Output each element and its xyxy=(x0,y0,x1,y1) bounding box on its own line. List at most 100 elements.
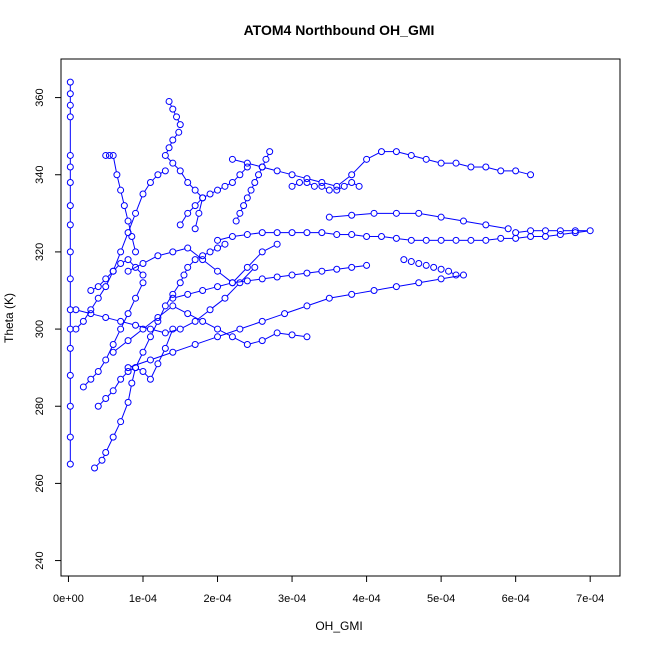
data-point xyxy=(497,167,505,175)
data-point xyxy=(214,283,222,291)
data-point xyxy=(303,302,311,310)
connector-segment xyxy=(113,254,120,269)
data-point xyxy=(273,273,281,281)
data-point xyxy=(228,178,236,186)
data-point xyxy=(139,259,147,267)
data-point xyxy=(117,375,125,383)
connector-segment xyxy=(92,300,97,308)
data-point xyxy=(236,171,244,179)
connector-segment xyxy=(167,157,171,162)
data-point xyxy=(303,229,311,237)
data-point xyxy=(355,182,363,190)
connector-segment xyxy=(106,347,113,358)
connector-segment xyxy=(123,321,133,325)
connector-segment xyxy=(153,329,163,333)
data-point xyxy=(377,148,385,156)
connector-segment xyxy=(205,195,208,197)
data-point xyxy=(243,231,251,239)
connector-segment xyxy=(128,386,132,400)
connector-segment xyxy=(158,308,165,319)
data-point xyxy=(109,267,117,275)
connector-segment xyxy=(332,294,349,299)
connector-segment xyxy=(250,232,260,235)
data-point xyxy=(139,368,147,376)
data-point xyxy=(109,151,117,159)
y-tick-label: 280 xyxy=(34,397,46,415)
data-point xyxy=(333,265,341,273)
data-point xyxy=(214,267,222,275)
connector-segment xyxy=(152,176,157,181)
data-point xyxy=(176,121,184,129)
data-point xyxy=(124,398,132,406)
connector-segment xyxy=(100,400,104,405)
connector-segment xyxy=(339,187,342,190)
data-point xyxy=(586,227,594,235)
data-point xyxy=(556,227,564,235)
data-point xyxy=(87,306,95,314)
data-point xyxy=(154,314,162,321)
connector-segment xyxy=(444,217,461,221)
data-point xyxy=(79,317,87,325)
data-point xyxy=(318,267,326,275)
data-point xyxy=(91,464,99,472)
connector-segment xyxy=(173,111,176,115)
data-series xyxy=(124,240,281,287)
connector-segment xyxy=(563,232,573,235)
connector-segment xyxy=(414,155,424,159)
connector-segment xyxy=(151,324,157,335)
data-point xyxy=(94,368,102,376)
data-series xyxy=(91,240,229,472)
data-point xyxy=(72,325,80,333)
data-point xyxy=(191,317,199,325)
data-point xyxy=(132,294,140,302)
data-point xyxy=(512,234,520,242)
connector-segment xyxy=(265,314,282,321)
data-point xyxy=(452,159,460,167)
data-point xyxy=(176,325,184,333)
data-point xyxy=(124,364,132,372)
connector-segment xyxy=(128,224,132,234)
connector-segment xyxy=(190,290,200,295)
data-point xyxy=(303,269,311,277)
data-point xyxy=(66,371,74,379)
connector-segment xyxy=(488,167,498,171)
connector-segment xyxy=(121,235,128,250)
data-point xyxy=(146,325,154,333)
data-point xyxy=(72,306,80,314)
connector-segment xyxy=(130,368,133,371)
data-point xyxy=(571,227,579,235)
y-tick-label: 340 xyxy=(34,166,46,184)
data-point xyxy=(266,148,274,156)
data-point xyxy=(482,221,490,229)
connector-segment xyxy=(175,294,185,298)
data-point xyxy=(117,418,125,426)
data-point xyxy=(102,356,110,364)
connector-segment xyxy=(219,272,231,282)
connector-segment xyxy=(123,260,126,263)
data-point xyxy=(206,248,214,256)
data-point xyxy=(363,261,371,269)
connector-segment xyxy=(466,221,483,225)
data-point xyxy=(184,244,192,252)
data-point xyxy=(117,259,125,267)
connector-segment xyxy=(354,265,364,268)
connector-segment xyxy=(421,213,439,218)
connector-segment xyxy=(181,277,184,281)
y-tick-label: 260 xyxy=(34,474,46,492)
connector-segment xyxy=(197,199,201,204)
connector-segment xyxy=(399,238,409,241)
data-point xyxy=(199,286,207,294)
connector-segment xyxy=(145,256,156,263)
data-point xyxy=(66,202,74,210)
data-point xyxy=(161,329,169,337)
data-point xyxy=(102,449,110,457)
data-point xyxy=(236,325,244,333)
connector-segment xyxy=(114,424,120,435)
data-series xyxy=(124,271,467,372)
connector-segment xyxy=(175,306,186,313)
connector-segment xyxy=(249,253,261,266)
data-point xyxy=(66,101,74,109)
connector-segment xyxy=(182,322,193,329)
connector-segment xyxy=(287,306,305,314)
data-series xyxy=(161,97,207,233)
